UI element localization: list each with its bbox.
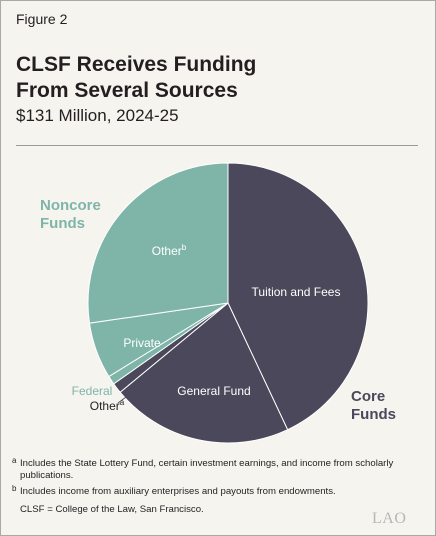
noncore-funds-label-line-1: Noncore [40, 197, 101, 214]
chart-title-line-2: From Several Sources [16, 79, 238, 102]
slice-label-2: Othera [90, 398, 125, 413]
footnote-b: b Includes income from auxiliary enterpr… [12, 484, 414, 498]
chart-title-line-1: CLSF Receives Funding [16, 53, 257, 76]
pie-slice-1 [119, 302, 289, 444]
core-funds-label: Core Funds [351, 388, 396, 424]
footnote-a: a Includes the State Lottery Fund, certa… [12, 456, 414, 482]
slice-label-5: Otherb [152, 243, 187, 258]
footnote-a-marker: a [12, 456, 17, 465]
footnotes: a Includes the State Lottery Fund, certa… [12, 456, 414, 516]
noncore-funds-label: Noncore Funds [40, 197, 101, 233]
footnote-a-text: Includes the State Lottery Fund, certain… [20, 458, 394, 481]
core-funds-label-line-2: Funds [351, 406, 396, 423]
chart-title: CLSF Receives Funding From Several Sourc… [16, 52, 406, 104]
figure-label: Figure 2 [16, 11, 68, 27]
slice-label-1: General Fund [177, 384, 250, 398]
core-funds-label-line-1: Core [351, 388, 386, 405]
slice-label-4: Private [123, 336, 161, 350]
other-core-leader-line [117, 396, 127, 404]
footnote-b-text: Includes income from auxiliary enterpris… [20, 486, 336, 497]
slice-label-3: Federal [72, 384, 113, 398]
chart-subtitle: $131 Million, 2024-25 [16, 106, 179, 125]
pie-slice-5 [87, 162, 229, 324]
abbreviation-note: CLSF = College of the Law, San Francisco… [20, 504, 204, 515]
title-divider [16, 145, 418, 146]
slice-label-0: Tuition and Fees [252, 285, 341, 299]
footnote-b-marker: b [12, 484, 17, 493]
pie-slice-0 [227, 162, 369, 431]
noncore-funds-label-line-2: Funds [40, 215, 85, 232]
lao-logo: LAO [372, 510, 407, 527]
